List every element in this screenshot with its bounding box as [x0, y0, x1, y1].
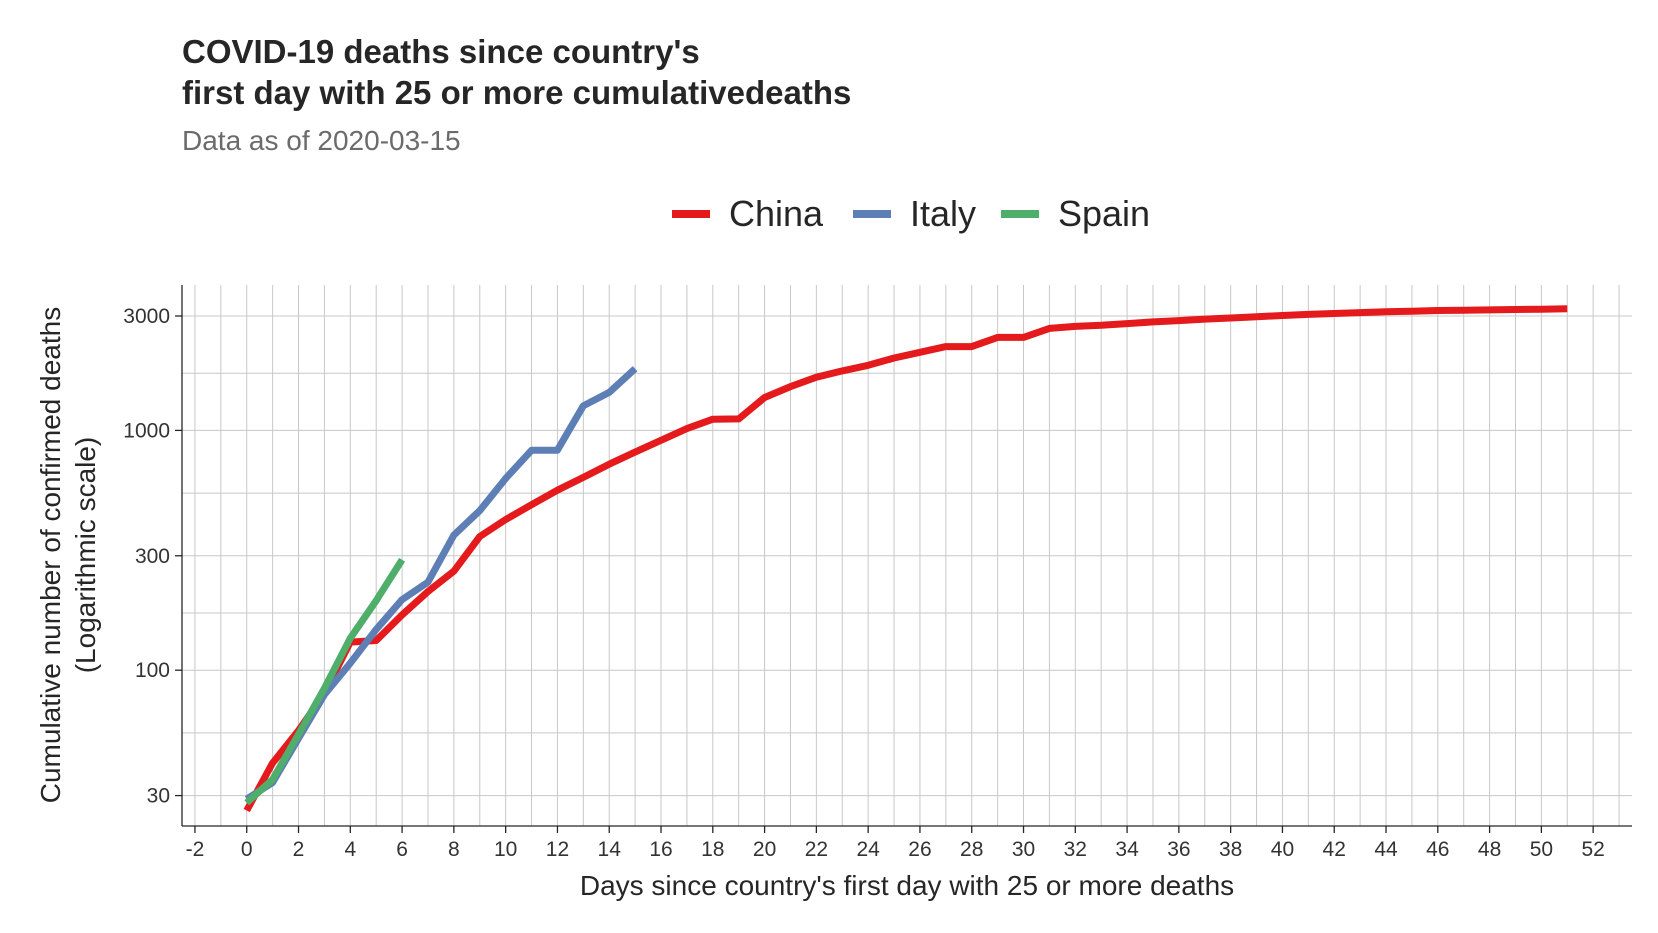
- grid: [182, 285, 1632, 826]
- x-tick-label: 44: [1374, 838, 1398, 861]
- y-tick-label: 30: [147, 785, 170, 808]
- series-line-spain: [244, 557, 406, 806]
- x-tick-label: 6: [396, 838, 408, 861]
- series-line-china: [243, 305, 1568, 813]
- y-tick-label: 3000: [123, 305, 170, 328]
- chart-title-line-2: first day with 25 or more cumulativedeat…: [182, 74, 851, 111]
- x-tick-label: 16: [649, 838, 672, 861]
- x-tick-label: 46: [1426, 838, 1449, 861]
- x-tick-label: 22: [805, 838, 828, 861]
- x-tick-label: 10: [494, 838, 517, 861]
- x-tick-label: 26: [908, 838, 931, 861]
- x-tick-label: 40: [1271, 838, 1294, 861]
- series-lines: [243, 305, 1568, 813]
- legend-label-spain: Spain: [1058, 193, 1150, 234]
- y-tick-label: 1000: [123, 419, 170, 442]
- chart-subtitle: Data as of 2020-03-15: [182, 125, 461, 156]
- x-tick-label: 52: [1581, 838, 1604, 861]
- x-axis-ticks: -2 0 2 4 6 8 10 12 14 16 18 20 22 24 26 28 30 32 34 36 38 40 4…: [186, 826, 1605, 861]
- x-tick-label: 24: [856, 838, 880, 861]
- x-axis-title: Days since country's first day with 25 o…: [580, 870, 1234, 901]
- x-tick-label: 30: [1012, 838, 1035, 861]
- x-tick-label: 0: [241, 838, 253, 861]
- legend-label-italy: Italy: [910, 193, 976, 234]
- y-axis-title-line-2: (Logarithmic scale): [70, 437, 101, 674]
- x-tick-label: 18: [701, 838, 724, 861]
- x-tick-label: 32: [1064, 838, 1087, 861]
- x-tick-label: 4: [344, 838, 356, 861]
- x-tick-label: 36: [1167, 838, 1190, 861]
- x-tick-label: 8: [448, 838, 460, 861]
- x-tick-label: 50: [1530, 838, 1553, 861]
- chart-title-line-1: COVID-19 deaths since country's: [182, 33, 700, 70]
- x-tick-label: 14: [598, 838, 622, 861]
- x-tick-label: 28: [960, 838, 983, 861]
- x-tick-label: 38: [1219, 838, 1242, 861]
- x-tick-label: 48: [1478, 838, 1501, 861]
- x-tick-label: 2: [293, 838, 305, 861]
- x-tick-label: -2: [186, 838, 205, 861]
- x-tick-label: 34: [1115, 838, 1139, 861]
- x-tick-label: 42: [1323, 838, 1346, 861]
- y-axis-title-line-1: Cumulative number of confirmed deaths: [35, 307, 66, 803]
- y-axis-ticks: 30 100 300 1000 3000: [123, 305, 182, 808]
- x-tick-label: 20: [753, 838, 776, 861]
- x-tick-label: 12: [546, 838, 569, 861]
- legend: China Italy Spain: [672, 193, 1150, 234]
- legend-label-china: China: [729, 193, 824, 234]
- y-tick-label: 300: [135, 545, 170, 568]
- y-tick-label: 100: [135, 659, 170, 682]
